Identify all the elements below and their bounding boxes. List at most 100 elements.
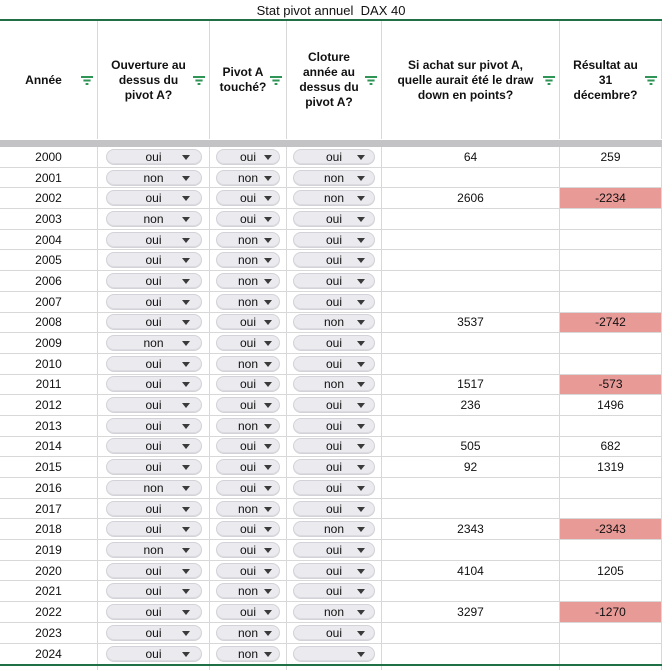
open-above-cell[interactable]: oui: [98, 374, 210, 396]
pivot-touched-dropdown[interactable]: non: [216, 583, 280, 600]
year-cell[interactable]: 2006: [0, 271, 98, 292]
filter-icon[interactable]: [644, 75, 658, 86]
close-above-dropdown[interactable]: oui: [293, 624, 375, 641]
pivot-touched-cell[interactable]: oui: [210, 188, 287, 210]
result-cell[interactable]: [560, 581, 662, 603]
open-above-cell[interactable]: oui: [98, 436, 210, 458]
drawdown-cell[interactable]: [382, 581, 560, 603]
close-above-dropdown[interactable]: non: [293, 376, 375, 393]
close-above-dropdown[interactable]: oui: [293, 438, 375, 455]
drawdown-cell[interactable]: [382, 643, 560, 665]
open-above-dropdown[interactable]: non: [105, 541, 202, 558]
close-above-cell[interactable]: [287, 643, 382, 665]
drawdown-cell[interactable]: 505: [382, 436, 560, 458]
pivot-touched-cell[interactable]: non: [210, 271, 287, 292]
close-above-cell[interactable]: oui: [287, 498, 382, 520]
open-above-cell[interactable]: non: [98, 333, 210, 354]
pivot-touched-dropdown[interactable]: oui: [216, 438, 280, 455]
open-above-cell[interactable]: non: [98, 478, 210, 499]
pivot-touched-cell[interactable]: oui: [210, 602, 287, 623]
close-above-dropdown[interactable]: oui: [293, 231, 375, 248]
close-above-dropdown[interactable]: [293, 645, 375, 662]
year-cell[interactable]: 2013: [0, 415, 98, 437]
open-above-cell[interactable]: oui: [98, 457, 210, 478]
pivot-touched-cell[interactable]: oui: [210, 374, 287, 396]
close-above-dropdown[interactable]: oui: [293, 397, 375, 414]
open-above-dropdown[interactable]: non: [105, 335, 202, 352]
pivot-touched-dropdown[interactable]: oui: [216, 521, 280, 538]
drawdown-cell[interactable]: [382, 229, 560, 251]
pivot-touched-dropdown[interactable]: oui: [216, 479, 280, 496]
pivot-touched-dropdown[interactable]: non: [216, 645, 280, 662]
drawdown-cell[interactable]: 2343: [382, 519, 560, 541]
pivot-touched-cell[interactable]: oui: [210, 209, 287, 230]
open-above-dropdown[interactable]: oui: [105, 624, 202, 641]
close-above-cell[interactable]: oui: [287, 436, 382, 458]
result-cell[interactable]: [560, 540, 662, 561]
close-above-dropdown[interactable]: oui: [293, 500, 375, 517]
pivot-touched-cell[interactable]: non: [210, 229, 287, 251]
pivot-touched-cell[interactable]: non: [210, 353, 287, 375]
result-cell[interactable]: -2343: [560, 519, 662, 541]
year-cell[interactable]: 2004: [0, 229, 98, 251]
open-above-dropdown[interactable]: non: [105, 210, 202, 227]
pivot-touched-dropdown[interactable]: oui: [216, 459, 280, 476]
result-cell[interactable]: -573: [560, 374, 662, 396]
drawdown-cell[interactable]: [382, 291, 560, 313]
close-above-dropdown[interactable]: oui: [293, 479, 375, 496]
drawdown-cell[interactable]: [382, 250, 560, 272]
pivot-touched-dropdown[interactable]: oui: [216, 190, 280, 207]
close-above-cell[interactable]: oui: [287, 209, 382, 230]
filter-icon[interactable]: [364, 75, 378, 86]
close-above-cell[interactable]: oui: [287, 291, 382, 313]
result-cell[interactable]: [560, 643, 662, 665]
close-above-dropdown[interactable]: non: [293, 603, 375, 620]
close-above-cell[interactable]: oui: [287, 395, 382, 416]
open-above-cell[interactable]: oui: [98, 250, 210, 272]
close-above-dropdown[interactable]: non: [293, 169, 375, 186]
drawdown-cell[interactable]: [382, 353, 560, 375]
pivot-touched-cell[interactable]: oui: [210, 395, 287, 416]
year-cell[interactable]: 2021: [0, 581, 98, 603]
year-cell[interactable]: 2023: [0, 622, 98, 644]
result-cell[interactable]: [560, 353, 662, 375]
pivot-touched-cell[interactable]: oui: [210, 560, 287, 582]
year-cell[interactable]: 2024: [0, 643, 98, 665]
result-cell[interactable]: 1205: [560, 560, 662, 582]
pivot-touched-dropdown[interactable]: non: [216, 624, 280, 641]
pivot-touched-cell[interactable]: oui: [210, 519, 287, 541]
close-above-dropdown[interactable]: oui: [293, 583, 375, 600]
open-above-dropdown[interactable]: non: [105, 169, 202, 186]
close-above-cell[interactable]: non: [287, 188, 382, 210]
open-above-cell[interactable]: oui: [98, 622, 210, 644]
open-above-dropdown[interactable]: oui: [105, 417, 202, 434]
open-above-cell[interactable]: oui: [98, 581, 210, 603]
close-above-cell[interactable]: oui: [287, 581, 382, 603]
close-above-cell[interactable]: oui: [287, 333, 382, 354]
open-above-dropdown[interactable]: oui: [105, 190, 202, 207]
open-above-dropdown[interactable]: oui: [105, 314, 202, 331]
close-above-cell[interactable]: non: [287, 602, 382, 623]
pivot-touched-cell[interactable]: oui: [210, 478, 287, 499]
pivot-touched-dropdown[interactable]: oui: [216, 541, 280, 558]
close-above-dropdown[interactable]: non: [293, 314, 375, 331]
result-cell[interactable]: 682: [560, 436, 662, 458]
close-above-dropdown[interactable]: oui: [293, 335, 375, 352]
year-cell[interactable]: 2010: [0, 353, 98, 375]
result-cell[interactable]: [560, 250, 662, 272]
year-cell[interactable]: 2018: [0, 519, 98, 541]
drawdown-cell[interactable]: 3297: [382, 602, 560, 623]
drawdown-cell[interactable]: 3537: [382, 312, 560, 334]
open-above-cell[interactable]: oui: [98, 560, 210, 582]
open-above-cell[interactable]: oui: [98, 415, 210, 437]
close-above-cell[interactable]: oui: [287, 229, 382, 251]
drawdown-cell[interactable]: [382, 478, 560, 499]
open-above-dropdown[interactable]: oui: [105, 459, 202, 476]
close-above-dropdown[interactable]: oui: [293, 417, 375, 434]
close-above-cell[interactable]: oui: [287, 540, 382, 561]
result-cell[interactable]: 1496: [560, 395, 662, 416]
close-above-cell[interactable]: oui: [287, 415, 382, 437]
open-above-dropdown[interactable]: non: [105, 479, 202, 496]
pivot-touched-cell[interactable]: oui: [210, 312, 287, 334]
open-above-dropdown[interactable]: oui: [105, 252, 202, 269]
